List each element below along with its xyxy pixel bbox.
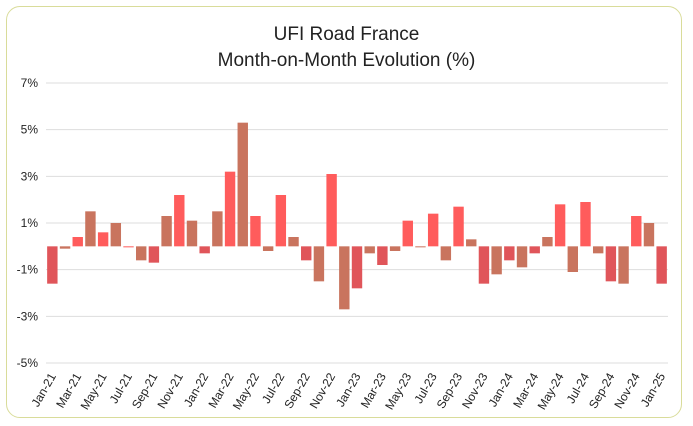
bars [47, 122, 667, 310]
bar-Aug-22 [288, 237, 299, 247]
bar-Jan-23 [351, 246, 363, 289]
grid-lines [46, 82, 668, 364]
bar-Jan-21 [47, 246, 58, 284]
y-tick-label: 5% [21, 123, 39, 137]
bar-Jul-22 [275, 195, 287, 247]
bar-Jun-22 [262, 246, 274, 251]
bar-Dec-23 [491, 246, 502, 275]
bar-Mar-24 [529, 246, 540, 254]
bar-Jun-23 [415, 246, 426, 248]
bar-Aug-21 [135, 246, 147, 261]
bar-Sep-21 [148, 246, 160, 263]
bar-May-22 [250, 216, 261, 247]
bar-Feb-21 [59, 246, 71, 249]
bar-Jul-21 [123, 246, 134, 248]
bar-Dec-22 [339, 246, 350, 310]
y-tick-label: -1% [17, 263, 39, 277]
bar-Nov-24 [631, 216, 642, 247]
y-tick-label: 1% [21, 216, 39, 230]
bar-Jul-23 [427, 213, 439, 247]
bar-May-24 [554, 204, 566, 247]
bar-Apr-21 [85, 211, 96, 247]
bar-Feb-22 [212, 211, 223, 247]
bar-Mar-23 [377, 246, 388, 265]
y-tick-label: -5% [17, 356, 39, 370]
bar-Apr-23 [389, 246, 401, 251]
y-tick-label: -3% [17, 309, 39, 323]
x-tick-label: Jan-25 [638, 370, 669, 409]
bar-Dec-24 [643, 223, 655, 247]
bar-Oct-24 [618, 246, 629, 284]
bar-May-21 [97, 232, 109, 247]
bar-Jan-25 [656, 246, 667, 284]
x-tick-label: Nov-21 [154, 370, 186, 411]
chart-title: UFI Road France [273, 24, 420, 45]
bar-May-23 [402, 220, 413, 247]
bar-Feb-24 [516, 246, 528, 268]
bar-Jun-21 [110, 223, 122, 247]
bar-Nov-22 [326, 174, 337, 247]
bar-Mar-22 [224, 171, 236, 247]
y-tick-label: 7% [21, 76, 39, 90]
bar-Aug-23 [440, 246, 452, 261]
bar-Jan-22 [199, 246, 210, 254]
bar-Jul-24 [580, 202, 591, 247]
bar-Aug-24 [592, 246, 604, 254]
bar-Sep-24 [605, 246, 617, 282]
bar-Feb-23 [364, 246, 375, 254]
bar-Oct-23 [466, 239, 477, 247]
x-tick-label: Nov-22 [307, 370, 339, 411]
bar-Nov-21 [174, 195, 185, 247]
bar-Sep-23 [453, 206, 464, 247]
bar-Jun-24 [567, 246, 579, 272]
bar-Apr-24 [542, 237, 553, 247]
x-tick-label: Nov-24 [611, 370, 643, 411]
chart-subtitle: Month-on-Month Evolution (%) [217, 50, 476, 71]
bar-Jan-24 [504, 246, 515, 261]
x-axis-ticks: Jan-21Mar-21May-21Jul-21Sep-21Nov-21Jan-… [28, 370, 668, 412]
bar-Apr-22 [237, 122, 248, 247]
bar-Oct-21 [161, 216, 172, 247]
bar-Nov-23 [478, 246, 490, 284]
chart-card [6, 6, 682, 418]
bar-Mar-21 [72, 237, 83, 247]
x-tick-label: Nov-23 [459, 370, 491, 411]
bar-Sep-22 [301, 246, 312, 261]
bar-Dec-21 [186, 220, 198, 247]
y-axis-ticks: 7% 5% 3% 1% -1% -3% -5% [17, 76, 39, 370]
y-tick-label: 3% [21, 169, 39, 183]
bar-Oct-22 [313, 246, 325, 282]
